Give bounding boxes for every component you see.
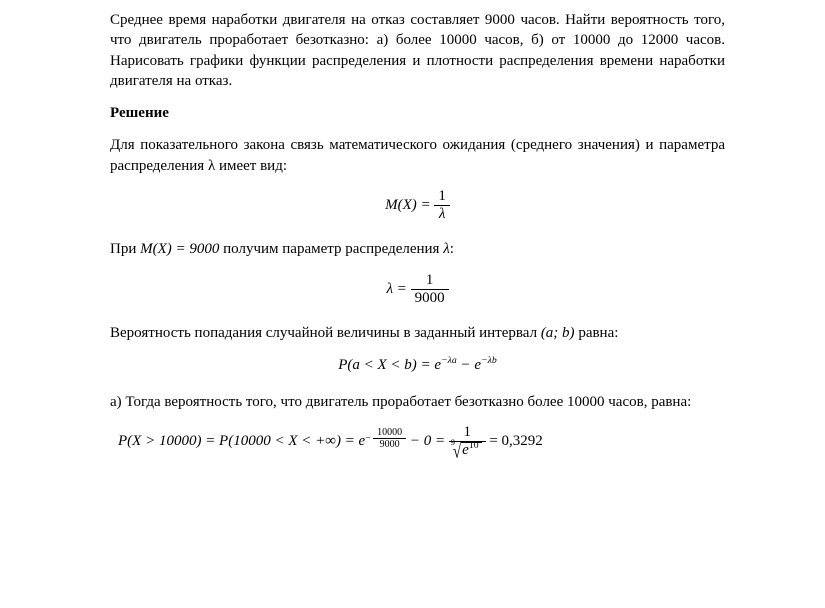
equation-mx-1-over-lambda: M(X) = 1 λ — [110, 188, 725, 224]
text-interval-prob: Вероятность попадания случайной величины… — [110, 323, 725, 343]
eq1-lhs: M(X) = — [385, 197, 431, 213]
eq4-exp-num: 10000 — [373, 427, 406, 440]
text-expected-value-relation: Для показательного закона связь математи… — [110, 135, 725, 176]
problem-statement: Среднее время наработки двигателя на отк… — [110, 10, 725, 91]
p4-interval: (a; b) — [541, 325, 575, 341]
p3-c: : — [450, 241, 454, 257]
eq4-radicand-exp: 10 — [469, 440, 479, 451]
solution-heading: Решение — [110, 103, 725, 123]
text-part-a: а) Тогда вероятность того, что двигатель… — [110, 392, 725, 412]
eq2-numerator: 1 — [411, 272, 449, 290]
eq2-denominator: 9000 — [411, 290, 449, 307]
eq2-lhs: λ = — [386, 281, 406, 297]
eq3-mid: − e — [457, 357, 481, 373]
eq1-denominator: λ — [434, 206, 450, 223]
p4-b: равна: — [575, 325, 619, 341]
eq4-radicand-base: e — [462, 442, 469, 458]
equation-part-a-result: P(X > 10000) = P(10000 < X < +∞) = e − 1… — [118, 424, 725, 460]
eq4-exp-den: 9000 — [373, 439, 406, 451]
equation-lambda-value: λ = 1 9000 — [110, 272, 725, 308]
eq3-exp2: −λb — [481, 355, 497, 366]
p3-a: При — [110, 241, 140, 257]
eq3-exp1: −λa — [441, 355, 457, 366]
eq4-lhs: P(X > 10000) = P(10000 < X < +∞) = e — [118, 433, 365, 449]
equation-interval-probability: P(a < X < b) = e−λa − e−λb — [110, 355, 725, 375]
text-parameter-lambda: При M(X) = 9000 получим параметр распред… — [110, 239, 725, 259]
eq3-body: (a < X < b) = e — [347, 357, 441, 373]
p3-mx: M(X) = 9000 — [140, 241, 219, 257]
p3-b: получим параметр распределения — [219, 241, 443, 257]
p4-a: Вероятность попадания случайной величины… — [110, 325, 541, 341]
eq4-mid: − 0 = — [406, 433, 449, 449]
eq4-rhs: = 0,3292 — [486, 433, 543, 449]
eq1-numerator: 1 — [434, 188, 450, 206]
